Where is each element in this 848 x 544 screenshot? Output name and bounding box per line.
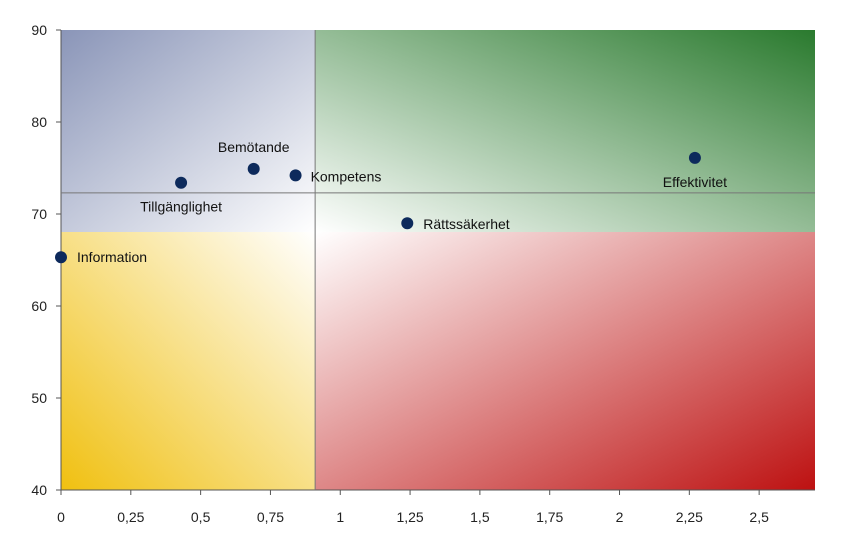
x-tick-label: 0 [57, 509, 65, 525]
x-tick-label: 0,5 [191, 509, 211, 525]
x-tick-label: 1,25 [396, 509, 423, 525]
y-tick-label: 70 [31, 206, 47, 222]
point-label-tillgänglighet: Tillgänglighet [140, 199, 222, 215]
x-tick-label: 0,75 [257, 509, 284, 525]
x-tick-label: 2 [616, 509, 624, 525]
x-tick-label: 0,25 [117, 509, 144, 525]
x-tick-label: 1 [336, 509, 344, 525]
y-tick-label: 40 [31, 482, 47, 498]
x-tick-label: 1,75 [536, 509, 563, 525]
y-tick-label: 90 [31, 22, 47, 38]
reference-lines [61, 30, 815, 490]
point-tillgänglighet [175, 176, 188, 189]
point-kompetens [289, 169, 302, 182]
point-label-rättssäkerhet: Rättssäkerhet [423, 216, 509, 232]
point-label-information: Information [77, 249, 147, 265]
point-information [55, 251, 67, 264]
point-rättssäkerhet [401, 217, 414, 230]
point-label-effektivitet: Effektivitet [663, 174, 727, 190]
x-tick-label: 2,25 [676, 509, 703, 525]
point-effektivitet [688, 151, 701, 164]
quadrant-top-right [315, 30, 815, 232]
point-bemötande [247, 162, 260, 175]
quadrant-top-left [61, 30, 315, 232]
x-tick-label: 2,5 [749, 509, 769, 525]
y-tick-label: 50 [31, 390, 47, 406]
quadrant-bottom-left [61, 232, 315, 490]
plot-background [61, 30, 815, 490]
x-tick-label: 1,5 [470, 509, 490, 525]
point-label-bemötande: Bemötande [218, 139, 290, 155]
point-label-kompetens: Kompetens [311, 168, 382, 184]
y-tick-label: 80 [31, 114, 47, 130]
axes: 40 50 60 70 80 90 0 0,25 0,5 0,75 1 1,25 1,5 1,75 2 2,2… [31, 22, 815, 525]
quadrant-bottom-right [315, 232, 815, 490]
y-tick-label: 60 [31, 298, 47, 314]
data-points: Information Tillgänglighet Bemötande Kompet… [55, 139, 727, 265]
